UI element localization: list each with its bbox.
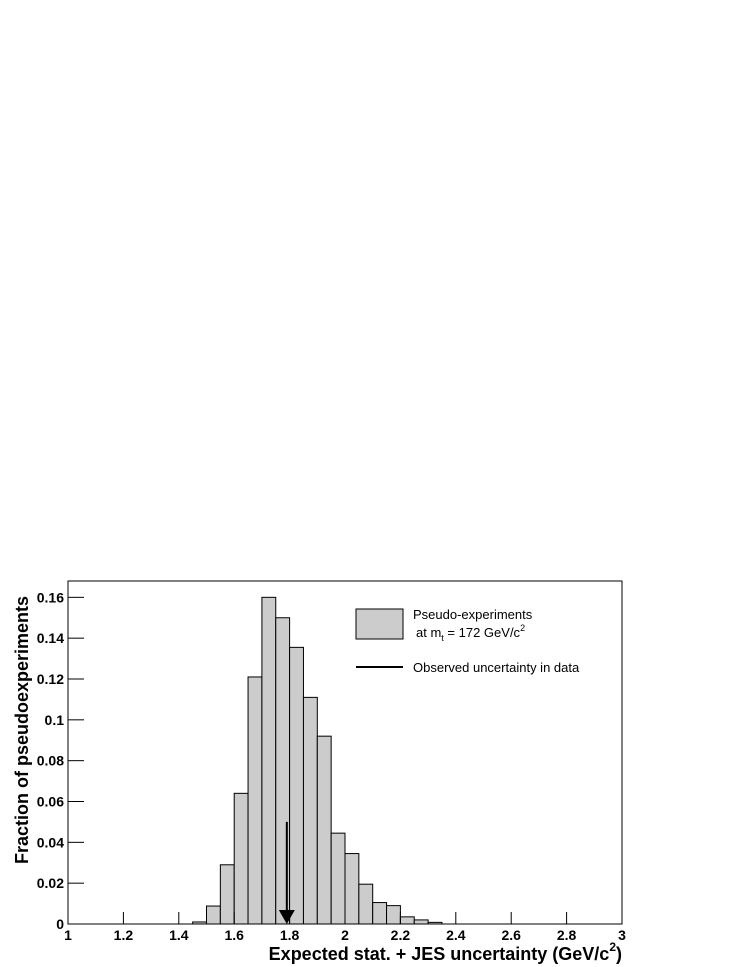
bar — [399, 916, 415, 925]
bar — [302, 696, 318, 925]
legend-label: Pseudo-experiments — [413, 607, 533, 622]
bar — [206, 905, 221, 925]
y-axis-label: Fraction of pseudoexperiments — [12, 596, 32, 864]
bar — [427, 921, 443, 925]
legend-text: = 172 GeV/c — [444, 625, 521, 640]
y-tick-label: 0.04 — [37, 834, 64, 850]
bar — [261, 596, 277, 925]
x-tick-label: 2.2 — [391, 927, 411, 943]
legend-text: at m — [416, 625, 441, 640]
legend-label: Observed uncertainty in data — [413, 660, 580, 675]
x-tick-label: 1.6 — [224, 927, 244, 943]
bar — [219, 864, 235, 925]
y-tick-label: 0.16 — [37, 589, 64, 605]
bar — [289, 646, 304, 925]
bar — [192, 921, 207, 925]
y-tick-label: 0.06 — [37, 794, 64, 810]
bar — [372, 902, 388, 925]
x-tick-label: 1.2 — [114, 927, 134, 943]
x-tick-label: 2.4 — [446, 927, 466, 943]
bar — [233, 792, 249, 925]
x-tick-label: 1.8 — [280, 927, 300, 943]
x-label-main: Expected stat. + JES uncertainty (GeV/c — [269, 944, 610, 964]
x-tick-label: 3 — [618, 927, 626, 943]
bar — [386, 905, 401, 925]
bar — [358, 883, 374, 925]
x-label-sup: 2 — [609, 940, 616, 954]
bar — [247, 676, 263, 925]
legend-sup: 2 — [520, 623, 525, 633]
x-tick-label: 2 — [341, 927, 349, 943]
y-tick-label: 0.08 — [37, 753, 64, 769]
x-tick-label: 1 — [64, 927, 72, 943]
y-tick-label: 0 — [56, 916, 64, 932]
x-tick-label: 2.6 — [501, 927, 521, 943]
y-tick-label: 0.12 — [37, 671, 64, 687]
x-axis-label: Expected stat. + JES uncertainty (GeV/c2… — [269, 940, 622, 964]
legend-label-2: at mt = 172 GeV/c2 — [416, 623, 525, 643]
x-label-end: ) — [616, 944, 622, 964]
legend-swatch — [355, 608, 404, 640]
bar — [330, 832, 346, 925]
y-tick-label: 0.14 — [37, 630, 64, 646]
y-tick-label: 0.1 — [45, 712, 65, 728]
y-tick-label: 0.02 — [37, 875, 64, 891]
arrow-head — [278, 910, 295, 924]
x-tick-label: 1.4 — [169, 927, 189, 943]
bar — [316, 735, 332, 925]
bar — [413, 919, 429, 925]
x-tick-label: 2.8 — [557, 927, 577, 943]
legend-sub: t — [441, 633, 444, 643]
bar — [344, 853, 360, 925]
